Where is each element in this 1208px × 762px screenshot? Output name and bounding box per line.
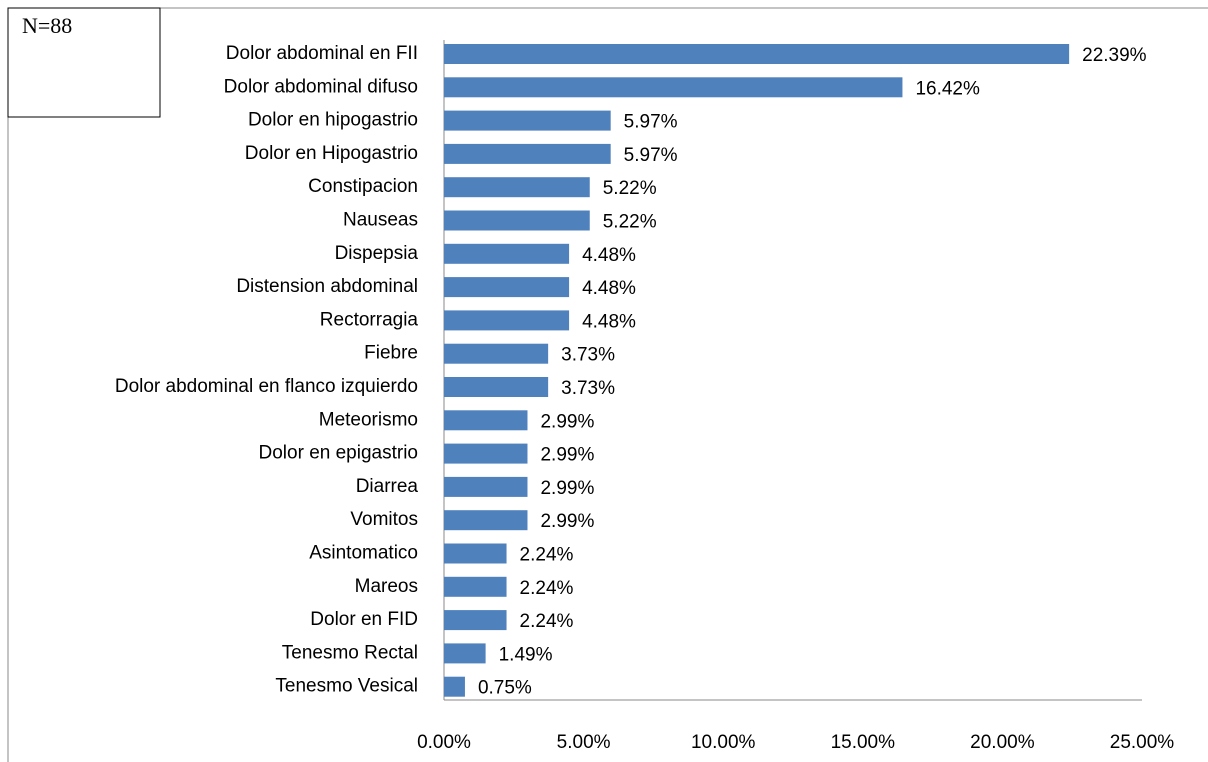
value-label: 22.39% xyxy=(1082,45,1147,66)
x-tick-label: 0.00% xyxy=(417,732,471,753)
y-tick-label: Rectorragia xyxy=(320,309,419,330)
x-tick-label: 5.00% xyxy=(557,732,611,753)
value-label: 0.75% xyxy=(478,678,532,699)
y-tick-label: Dolor abdominal en FII xyxy=(226,43,418,64)
y-tick-label: Dispepsia xyxy=(335,243,419,264)
y-tick-label: Dolor abdominal difuso xyxy=(224,76,418,97)
value-label: 3.73% xyxy=(561,378,615,399)
y-tick-label: Dolor abdominal en flanco izquierdo xyxy=(115,376,418,397)
y-tick-label: Nauseas xyxy=(343,210,418,231)
y-tick-label: Fiebre xyxy=(364,343,418,364)
y-tick-label: Tenesmo Vesical xyxy=(275,676,418,697)
bar xyxy=(444,576,507,597)
bar xyxy=(444,610,507,631)
y-tick-label: Diarrea xyxy=(356,476,419,497)
value-label: 2.24% xyxy=(520,611,574,632)
bar xyxy=(444,510,528,531)
x-tick-label: 15.00% xyxy=(831,732,896,753)
y-tick-label: Tenesmo Rectal xyxy=(282,642,418,663)
value-label: 4.48% xyxy=(582,278,636,299)
y-tick-label: Mareos xyxy=(355,576,418,597)
y-tick-label: Dolor en hipogastrio xyxy=(248,110,418,131)
bar xyxy=(444,443,528,464)
bar xyxy=(444,243,570,264)
value-label: 2.24% xyxy=(520,578,574,599)
bar xyxy=(444,110,611,131)
value-label: 5.97% xyxy=(624,145,678,166)
y-tick-label: Dolor en Hipogastrio xyxy=(245,143,418,164)
bar xyxy=(444,643,486,664)
bar xyxy=(444,476,528,497)
value-label: 5.22% xyxy=(603,212,657,233)
bar xyxy=(444,543,507,564)
bar xyxy=(444,377,549,397)
y-tick-label: Distension abdominal xyxy=(236,276,418,297)
y-tick-label: Dolor en epigastrio xyxy=(259,443,418,464)
value-label: 2.99% xyxy=(540,478,594,499)
value-label: 16.42% xyxy=(915,78,980,99)
value-label: 3.73% xyxy=(561,345,615,366)
bar xyxy=(444,676,465,697)
value-label: 1.49% xyxy=(499,644,553,665)
value-label: 4.48% xyxy=(582,311,636,332)
bar xyxy=(444,277,570,298)
bar xyxy=(444,44,1070,64)
value-label: 2.24% xyxy=(520,545,574,566)
value-label: 4.48% xyxy=(582,245,636,266)
bar xyxy=(444,77,903,98)
x-tick-label: 20.00% xyxy=(970,732,1035,753)
y-tick-label: Meteorismo xyxy=(319,409,418,430)
value-label: 5.97% xyxy=(624,112,678,133)
bar xyxy=(444,310,570,331)
value-label: 2.99% xyxy=(540,445,594,466)
bar xyxy=(444,210,590,231)
bar xyxy=(444,177,590,198)
y-tick-label: Dolor en FID xyxy=(310,609,418,630)
value-label: 2.99% xyxy=(540,411,594,432)
x-tick-label: 10.00% xyxy=(691,732,756,753)
x-tick-label: 25.00% xyxy=(1110,732,1175,753)
annotation-box xyxy=(7,7,161,118)
y-tick-label: Constipacion xyxy=(308,176,418,197)
bar xyxy=(444,343,549,364)
annotation: N=88 xyxy=(22,13,72,38)
value-label: 5.22% xyxy=(603,178,657,199)
bar xyxy=(444,143,611,164)
y-tick-label: Vomitos xyxy=(350,509,418,530)
bar xyxy=(444,410,528,431)
value-label: 2.99% xyxy=(540,511,594,532)
y-tick-label: Asintomatico xyxy=(309,543,418,564)
